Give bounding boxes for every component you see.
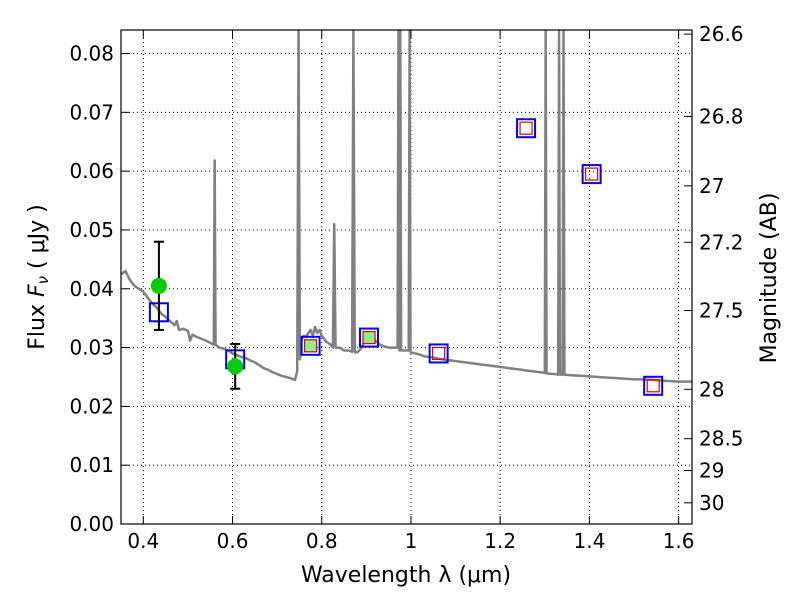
- y-tick-label: 0.03: [69, 336, 114, 360]
- model-photometry-point: [359, 327, 380, 348]
- x-tick-label: 1.4: [573, 529, 605, 553]
- mag-tick-label: 27: [699, 174, 724, 198]
- mag-tick-label: 29: [699, 458, 724, 482]
- plot-clip-group: [121, 30, 692, 396]
- x-tick-label: 0.6: [217, 529, 249, 553]
- y-tick-label: 0.04: [69, 277, 114, 301]
- observed-photometry-point: [227, 358, 244, 375]
- mag-tick-label: 30: [699, 491, 724, 515]
- mag-tick-label: 28.5: [699, 427, 744, 451]
- expected-photometry-point: [362, 330, 376, 345]
- mag-tick-label: 28: [699, 377, 724, 401]
- y-tick-label: 0.01: [69, 453, 114, 477]
- grid: [121, 30, 692, 525]
- filter-marker: [304, 339, 317, 352]
- y-tick-label: 0.02: [69, 394, 114, 418]
- plot-frame: [120, 29, 693, 525]
- expected-photometry-point: [519, 121, 533, 135]
- mag-tick-label: 26.8: [699, 104, 744, 128]
- y-tick-label: 0.05: [69, 218, 114, 242]
- mag-tick-label: 26.6: [699, 22, 744, 46]
- mag-tick-label: 27.2: [699, 230, 744, 254]
- sed-model-line: [121, 30, 692, 383]
- model-photometry-point: [428, 343, 449, 364]
- expected-photometry-point: [646, 379, 660, 393]
- y-axis-label-left: Flux Fν ( μJy ): [25, 204, 52, 349]
- expected-photometry-point: [432, 346, 446, 361]
- filter-marker: [363, 331, 376, 344]
- axes: 0.4 0.6 0.8 1 1.2 1.4 1.6 0.00 0.01 0.02 0.03 0.04 0…: [69, 22, 743, 553]
- x-tick-label: 0.4: [127, 529, 159, 553]
- x-tick-label: 0.8: [306, 529, 338, 553]
- x-tick-label: 1.6: [663, 529, 695, 553]
- model-photometry-point: [643, 375, 664, 396]
- y-tick-label: 0.06: [69, 159, 114, 183]
- x-tick-label: 1: [405, 529, 418, 553]
- mag-tick-label: 27.5: [699, 299, 744, 323]
- y-tick-label: 0.08: [69, 42, 114, 66]
- model-photometry-point: [300, 335, 321, 356]
- expected-photometry-point: [303, 339, 318, 353]
- x-tick-label: 1.2: [484, 529, 516, 553]
- y-tick-label: 0.07: [69, 100, 114, 124]
- x-axis-label: Wavelength λ (μm): [301, 563, 511, 588]
- plot-area: [121, 30, 692, 396]
- y-axis-label-right: Magnitude (AB): [757, 193, 782, 364]
- expected-photometry-point: [585, 167, 599, 181]
- model-photometry-point: [516, 118, 537, 139]
- observed-photometry-point: [150, 277, 167, 294]
- y-tick-label: 0.00: [69, 512, 114, 536]
- model-photometry-point: [581, 164, 602, 185]
